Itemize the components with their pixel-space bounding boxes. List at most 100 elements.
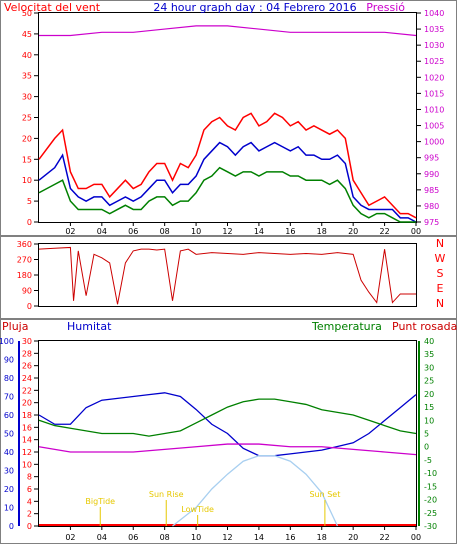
pressure-ytick-label: 1020 <box>424 73 444 82</box>
dir-ytick-label: 90 <box>22 287 32 296</box>
rain-ytick-label: 30 <box>22 337 32 346</box>
top-xtick-label: 12 <box>222 227 232 236</box>
wind-direction-line <box>38 246 416 305</box>
dir-ytick-label: 270 <box>17 256 32 265</box>
pressure-ytick-label: 1030 <box>424 41 444 50</box>
tide-sun-annotation: LowTide <box>181 505 214 514</box>
compass-letter: W <box>435 252 446 265</box>
top-xtick-label: 00 <box>411 227 421 236</box>
temp-ytick-label: 40 <box>424 337 434 346</box>
top-xtick-label: 20 <box>348 227 358 236</box>
rain-ytick-label: 14 <box>22 436 32 445</box>
wind-ytick-label: 10 <box>22 176 32 185</box>
pressure-ytick-label: 1000 <box>424 138 444 147</box>
pressure-label: Pressió <box>366 1 405 14</box>
bottom-xtick-label: 04 <box>97 533 107 542</box>
temp-ytick-label: 15 <box>424 403 434 412</box>
wind-ytick-label: 15 <box>22 155 32 164</box>
hum-ytick-label: 50 <box>4 430 14 439</box>
bottom-xtick-label: 00 <box>411 533 421 542</box>
hum-ytick-label: 20 <box>4 485 14 494</box>
rain-ytick-label: 20 <box>22 399 32 408</box>
rain-ytick-label: 18 <box>22 411 32 420</box>
rain-ytick-label: 2 <box>27 510 32 519</box>
wind-speed-label: Velocitat del vent <box>4 1 101 14</box>
bottom-xtick-label: 12 <box>222 533 232 542</box>
pressure-ytick-label: 980 <box>424 202 439 211</box>
tide-sun-annotation: BigTide <box>85 497 115 506</box>
hum-ytick-label: 10 <box>4 504 14 513</box>
pressure-ytick-label: 1035 <box>424 25 444 34</box>
humidity-line <box>38 392 417 457</box>
temp-ytick-label: 5 <box>424 430 429 439</box>
pressure-ytick-label: 1040 <box>424 9 444 18</box>
wind-ytick-label: 25 <box>22 114 32 123</box>
temp-ytick-label: -20 <box>424 496 437 505</box>
rain-ytick-label: 28 <box>22 349 32 358</box>
temp-ytick-label: -25 <box>424 509 437 518</box>
pressure-ytick-label: 990 <box>424 170 439 179</box>
hum-ytick-label: 100 <box>0 337 14 346</box>
wind-ytick-label: 50 <box>22 9 32 18</box>
dewpoint-line <box>38 443 417 456</box>
bottom-xtick-label: 20 <box>348 533 358 542</box>
hum-ytick-label: 30 <box>4 467 14 476</box>
bottom-panel-frame <box>0 319 457 544</box>
wind-min-line <box>38 166 416 223</box>
bottom-xtick-label: 06 <box>128 533 138 542</box>
pressure-ytick-label: 1015 <box>424 89 444 98</box>
solar-line <box>172 455 339 527</box>
temp-ytick-label: -30 <box>424 522 437 531</box>
wind-ytick-label: 30 <box>22 93 32 102</box>
top-xtick-label: 10 <box>191 227 201 236</box>
rain-ytick-label: 0 <box>27 522 32 531</box>
rain-ytick-label: 26 <box>22 362 32 371</box>
top-panel-frame <box>0 0 457 236</box>
temp-ytick-label: 35 <box>424 350 434 359</box>
compass-letter: E <box>437 282 444 295</box>
bottom-xtick-label: 10 <box>191 533 201 542</box>
top-xtick-label: 14 <box>254 227 264 236</box>
dir-ytick-label: 0 <box>27 302 32 311</box>
wind-ytick-label: 45 <box>22 30 32 39</box>
rain-ytick-label: 22 <box>22 386 32 395</box>
rain-ytick-label: 8 <box>27 473 32 482</box>
temp-ytick-label: -15 <box>424 482 437 491</box>
wind-avg-line <box>38 141 417 223</box>
top-xtick-label: 16 <box>285 227 295 236</box>
wind-ytick-label: 35 <box>22 72 32 81</box>
bottom-xtick-label: 14 <box>254 533 264 542</box>
hum-ytick-label: 90 <box>4 356 14 365</box>
dir-ytick-label: 360 <box>17 240 32 249</box>
bottom-xtick-label: 02 <box>65 533 75 542</box>
hum-ytick-label: 60 <box>4 411 14 420</box>
tide-sun-annotation: Sun Rise <box>149 490 184 499</box>
rain-ytick-label: 12 <box>22 448 32 457</box>
top-xtick-label: 22 <box>379 227 389 236</box>
rain-ytick-label: 24 <box>22 374 32 383</box>
chart-title: 24 hour graph day : 04 Febrero 2016 <box>153 1 356 14</box>
bottom-xtick-label: 22 <box>379 533 389 542</box>
bottom-xtick-label: 08 <box>160 533 170 542</box>
compass-letter: N <box>436 297 444 310</box>
pressure-ytick-label: 985 <box>424 186 439 195</box>
rain-ytick-label: 16 <box>22 423 32 432</box>
wind-gust-line <box>38 112 417 219</box>
compass-letter: S <box>437 267 444 280</box>
rain-ytick-label: 10 <box>22 460 32 469</box>
temp-ytick-label: 25 <box>424 377 434 386</box>
hum-ytick-label: 70 <box>4 393 14 402</box>
rain-label: Pluja <box>2 320 28 333</box>
pressure-ytick-label: 1025 <box>424 57 444 66</box>
compass-letter: N <box>436 237 444 250</box>
temp-ytick-label: 20 <box>424 390 434 399</box>
top-xtick-label: 06 <box>128 227 138 236</box>
temperature-label: Temperatura <box>311 320 382 333</box>
temperature-line <box>38 398 417 437</box>
tide-sun-annotation: Sun Set <box>309 490 340 499</box>
rain-ytick-label: 6 <box>27 485 32 494</box>
hum-ytick-label: 0 <box>9 522 14 531</box>
top-xtick-label: 08 <box>160 227 170 236</box>
